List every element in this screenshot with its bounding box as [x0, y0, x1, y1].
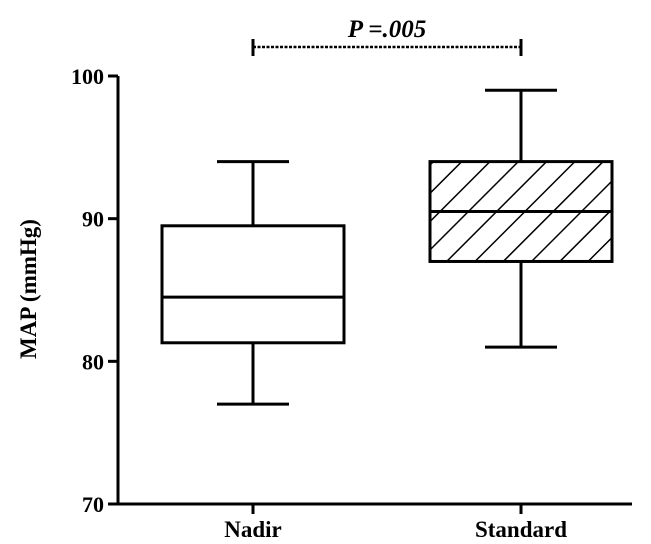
significance-annotation: P =.005 [251, 16, 523, 56]
y-axis-label: MAP (mmHg) [16, 219, 41, 359]
iqr-box [160, 224, 346, 345]
p-value-label: P =.005 [347, 16, 427, 43]
box-nadir [160, 160, 346, 406]
boxes [160, 88, 614, 406]
x-tick-label: Standard [475, 517, 567, 542]
x-tick-label: Nadir [224, 517, 282, 542]
y-tick-label: 70 [82, 492, 104, 517]
box-standard [428, 88, 614, 349]
y-tick-label: 80 [82, 349, 104, 374]
axes: 70 80 90 100 Nadir Standard [71, 64, 632, 542]
y-tick-label: 90 [82, 207, 104, 232]
y-tick-label: 100 [71, 64, 104, 89]
